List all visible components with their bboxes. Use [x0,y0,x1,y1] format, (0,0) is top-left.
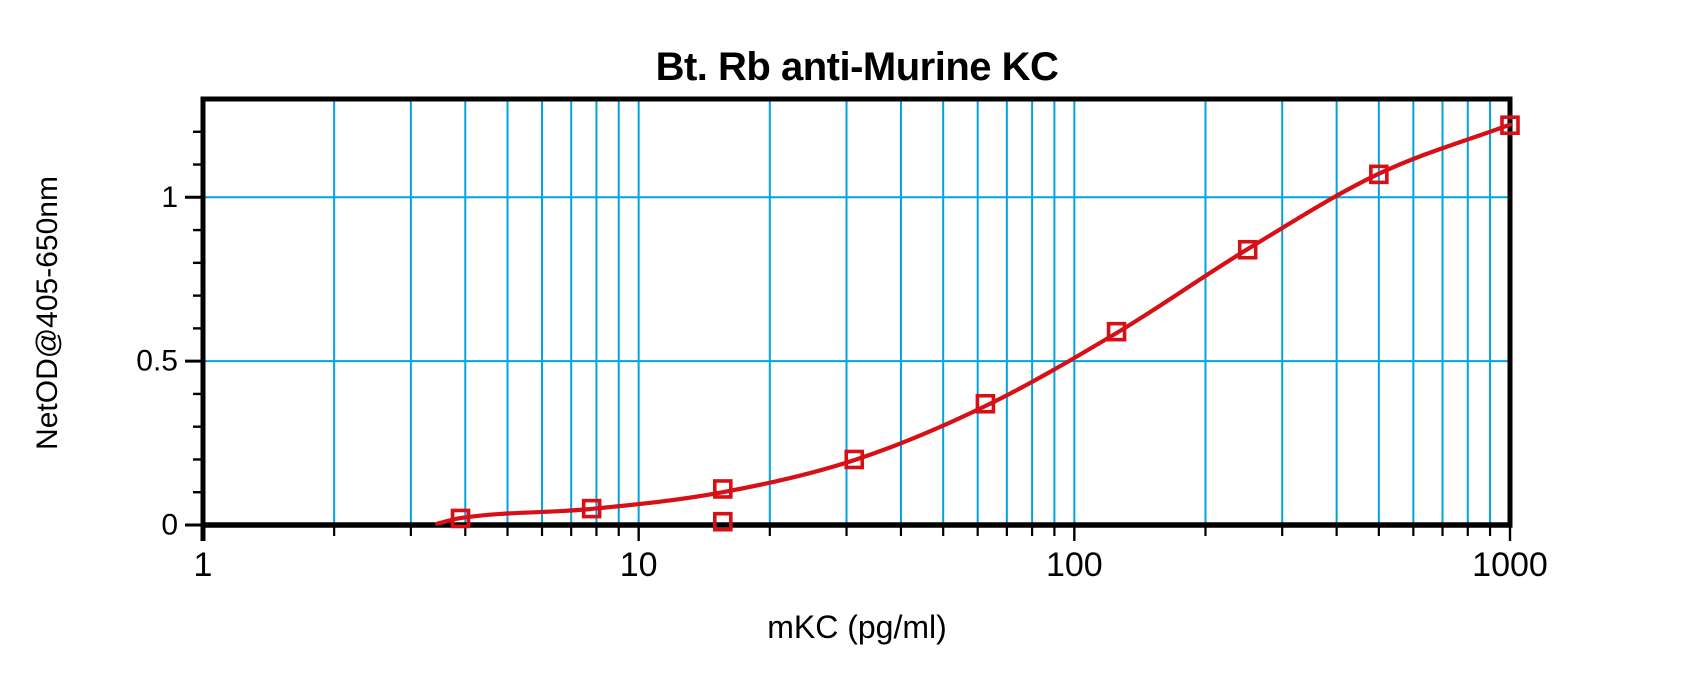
data-point-marker [713,511,733,532]
data-point-marker [1369,164,1389,185]
data-point-marker [1106,321,1127,342]
data-point-marker [1237,239,1258,260]
plot-frame [200,96,1513,541]
data-point-marker [713,479,733,499]
x-tick-label: 10 [620,546,658,584]
x-tick-label: 100 [1046,546,1103,584]
tick-labels: 1 10 100 1000 0 0.5 1 [136,181,1548,584]
x-axis-label: mKC (pg/ml) [767,609,947,645]
y-axis-label: NetOD@405-650nm [31,176,64,450]
data-point-marker [1500,115,1520,136]
data-series [435,115,1520,532]
axis-ticks [185,130,1512,541]
data-point-marker [450,508,471,529]
gridlines [203,101,1510,525]
data-point-marker [975,393,996,414]
chart-title: Bt. Rb anti-Murine KC [656,45,1059,89]
data-point-marker [581,498,602,519]
y-tick-label: 0 [161,509,178,542]
x-tick-label: 1 [194,546,213,584]
y-tick-label: 0.5 [136,345,178,378]
fit-curve [435,122,1513,526]
y-tick-label: 1 [161,181,178,214]
data-point-marker [844,449,865,470]
x-tick-label: 1000 [1472,546,1548,584]
